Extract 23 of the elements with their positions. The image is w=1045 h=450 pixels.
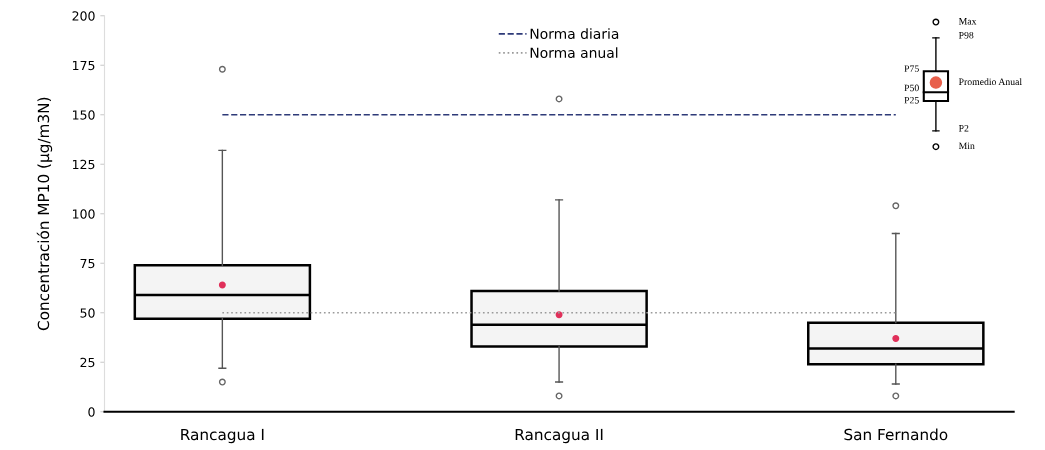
- y-tick-label: 25: [80, 357, 95, 368]
- y-tick-label: 125: [72, 159, 95, 170]
- y-tick-label: 75: [80, 258, 95, 269]
- legend-label: Norma anual: [530, 47, 618, 58]
- text: Promedio Anual: [958, 78, 1022, 86]
- text: Max: [958, 18, 977, 25]
- y-tick-label: 175: [72, 60, 95, 71]
- y-tick-label: 100: [72, 209, 95, 219]
- y-tick-label: 0: [88, 407, 95, 417]
- x-tick-label: San Fernando: [844, 428, 948, 441]
- x-tick-label: Rancagua II: [515, 428, 603, 444]
- text: Min: [958, 142, 975, 149]
- text: P50: [904, 84, 919, 92]
- y-tick-label: 200: [72, 11, 95, 21]
- text: P2: [958, 125, 969, 132]
- text: P25: [904, 96, 919, 104]
- x-tick-label: Rancagua I: [181, 428, 264, 444]
- y-tick-label: 50: [80, 308, 95, 318]
- y-axis-title: Concentración MP10 (µg/m3N): [36, 97, 53, 331]
- text: P98: [958, 31, 974, 39]
- legend-label: Norma diaria: [530, 28, 619, 39]
- text: P75: [904, 65, 919, 72]
- y-tick-label: 150: [72, 110, 95, 120]
